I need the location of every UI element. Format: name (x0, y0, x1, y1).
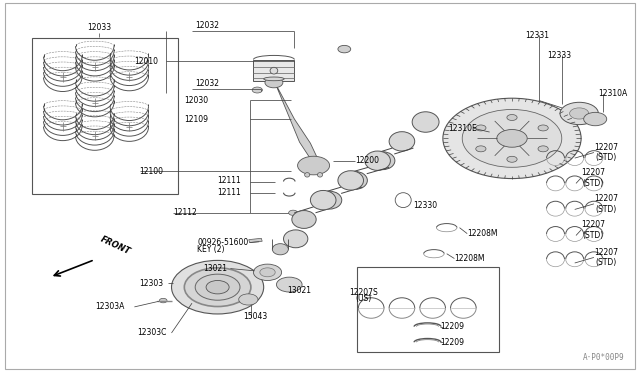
Text: 12032: 12032 (195, 21, 219, 30)
Circle shape (252, 87, 262, 93)
Text: 12208M: 12208M (454, 254, 485, 263)
Circle shape (538, 146, 548, 152)
Circle shape (507, 156, 517, 162)
Circle shape (476, 125, 486, 131)
Circle shape (276, 277, 302, 292)
Circle shape (338, 45, 351, 53)
Text: 12209: 12209 (440, 338, 464, 347)
Text: 12111: 12111 (218, 176, 241, 185)
Ellipse shape (338, 171, 364, 190)
Ellipse shape (412, 112, 439, 132)
Circle shape (584, 112, 607, 126)
Bar (357, 267, 499, 352)
Circle shape (570, 108, 589, 119)
Text: 12030: 12030 (184, 96, 209, 105)
Text: 15043: 15043 (243, 312, 268, 321)
Text: 12200: 12200 (355, 156, 380, 165)
Text: (US): (US) (355, 294, 371, 303)
Circle shape (560, 102, 598, 125)
Text: 12333: 12333 (547, 51, 572, 60)
Circle shape (443, 98, 581, 179)
Text: 12310A: 12310A (598, 89, 628, 97)
Ellipse shape (273, 244, 288, 255)
Text: FRONT: FRONT (99, 234, 132, 256)
Text: 12207
(STD): 12207 (STD) (581, 220, 605, 240)
Text: A·P0*00P9: A·P0*00P9 (582, 353, 624, 362)
Ellipse shape (264, 77, 284, 81)
Text: 12330: 12330 (413, 201, 437, 210)
Text: 12207
(STD): 12207 (STD) (581, 168, 605, 187)
Circle shape (507, 115, 517, 121)
Circle shape (206, 280, 229, 294)
Text: 12111: 12111 (218, 188, 241, 197)
Circle shape (172, 260, 264, 314)
Text: KEY (2): KEY (2) (197, 245, 225, 254)
Bar (32, 38, 178, 194)
Text: 12112: 12112 (173, 208, 196, 217)
Circle shape (538, 125, 548, 131)
Text: 13021: 13021 (287, 286, 311, 295)
Text: 12303C: 12303C (138, 328, 167, 337)
Ellipse shape (389, 132, 415, 151)
Text: 12010: 12010 (134, 57, 159, 65)
Circle shape (195, 274, 240, 300)
Text: 12208M: 12208M (467, 229, 498, 238)
Text: 12207S: 12207S (349, 288, 378, 296)
Text: 12100: 12100 (140, 167, 164, 176)
Bar (253, 60, 294, 81)
Circle shape (253, 264, 282, 280)
Ellipse shape (284, 230, 308, 248)
Circle shape (289, 210, 298, 215)
Text: 13021: 13021 (204, 264, 228, 273)
Ellipse shape (317, 191, 342, 209)
Text: 00926-51600: 00926-51600 (197, 238, 248, 247)
Circle shape (497, 129, 527, 147)
Ellipse shape (305, 173, 310, 177)
Text: 12032: 12032 (195, 79, 219, 88)
Ellipse shape (343, 171, 367, 189)
Text: 12331: 12331 (525, 31, 548, 40)
Ellipse shape (310, 190, 336, 210)
Circle shape (265, 77, 283, 88)
Circle shape (462, 109, 562, 167)
Text: 12033: 12033 (87, 23, 111, 32)
Text: 12109: 12109 (184, 115, 209, 124)
Circle shape (260, 268, 275, 277)
Ellipse shape (292, 211, 316, 228)
Ellipse shape (270, 67, 278, 74)
Text: 12207
(STD): 12207 (STD) (594, 194, 618, 214)
Text: 12310E: 12310E (448, 124, 477, 133)
Polygon shape (274, 83, 320, 166)
Bar (249, 238, 262, 243)
Circle shape (184, 268, 251, 307)
Circle shape (298, 156, 330, 175)
Text: 12207
(STD): 12207 (STD) (594, 248, 618, 267)
Text: 12209: 12209 (440, 322, 464, 331)
Ellipse shape (317, 173, 323, 177)
Circle shape (476, 146, 486, 152)
Ellipse shape (371, 152, 395, 170)
Ellipse shape (365, 151, 390, 170)
Circle shape (239, 294, 258, 305)
Text: 12303A: 12303A (95, 302, 124, 311)
Circle shape (159, 298, 167, 303)
Text: 12207
(STD): 12207 (STD) (594, 143, 618, 162)
Text: 12303: 12303 (140, 279, 164, 288)
